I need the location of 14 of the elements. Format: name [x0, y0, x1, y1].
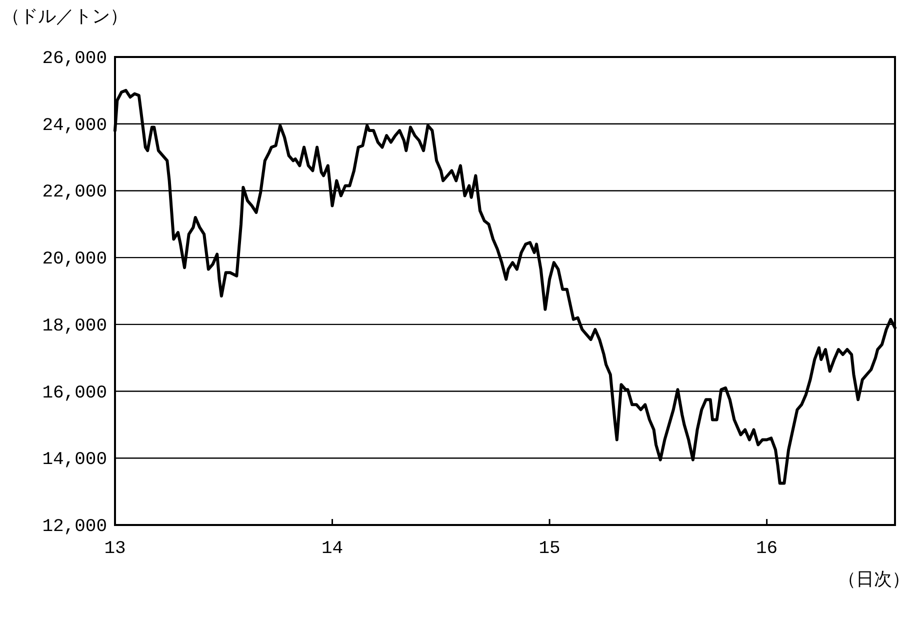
y-tick-label: 12,000 — [42, 517, 107, 537]
x-tick-label: 15 — [538, 539, 560, 559]
x-tick-label: 13 — [104, 539, 126, 559]
y-tick-label: 22,000 — [42, 182, 107, 203]
y-axis-title: （ドル／トン） — [2, 8, 128, 28]
y-tick-label: 26,000 — [42, 49, 107, 69]
y-tick-label: 14,000 — [42, 450, 107, 470]
y-tick-label: 20,000 — [42, 250, 107, 270]
y-tick-label: 16,000 — [42, 383, 107, 404]
x-axis-title: （日次） — [838, 570, 910, 591]
x-tick-label: 16 — [756, 539, 778, 559]
y-tick-label: 18,000 — [42, 316, 107, 336]
x-tick-label: 14 — [321, 539, 344, 559]
y-tick-label: 24,000 — [42, 116, 107, 136]
